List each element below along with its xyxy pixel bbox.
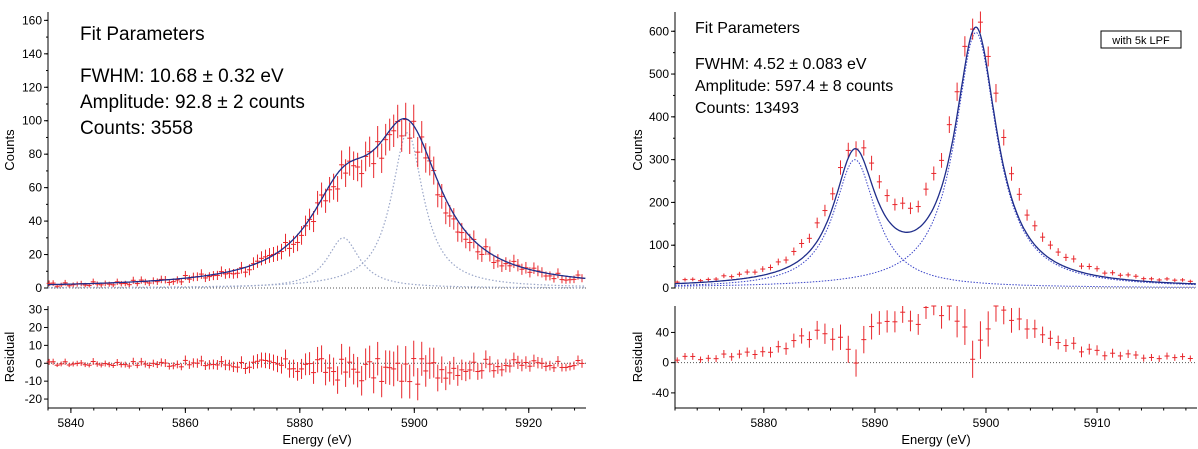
fit-parameter-line: Counts: 13493 — [695, 100, 799, 117]
y-axis-label-top: Counts — [630, 129, 645, 171]
y-axis-label-bottom: Residual — [2, 332, 17, 383]
y-tick-label-top: 100 — [22, 114, 42, 128]
component-curve-1 — [674, 159, 1196, 288]
x-tick-label: 5900 — [973, 416, 1000, 430]
x-tick-label: 5860 — [172, 416, 199, 430]
fit-parameters-title: Fit Parameters — [695, 20, 800, 37]
y-tick-label-top: 0 — [662, 281, 669, 295]
y-tick-label-top: 40 — [29, 214, 43, 228]
y-tick-label-top: 200 — [649, 195, 669, 209]
y-tick-label-top: 400 — [649, 110, 669, 124]
y-tick-label-top: 160 — [22, 13, 42, 27]
y-tick-label-bottom: 0 — [662, 356, 669, 370]
component-curve-1 — [48, 237, 586, 289]
x-tick-label: 5920 — [515, 416, 542, 430]
x-tick-label: 5840 — [58, 416, 85, 430]
y-tick-label-top: 120 — [22, 80, 42, 94]
y-axis-label-top: Counts — [2, 129, 17, 171]
x-tick-label: 5900 — [401, 416, 428, 430]
x-tick-label: 5910 — [1084, 416, 1111, 430]
component-curve-2 — [48, 132, 586, 289]
y-tick-label-bottom: -10 — [25, 374, 43, 388]
y-tick-label-top: 300 — [649, 153, 669, 167]
annotation-frame — [1100, 30, 1182, 49]
fit-curve — [48, 118, 586, 286]
y-tick-label-top: 140 — [22, 47, 42, 61]
y-tick-label-bottom: 10 — [29, 338, 43, 352]
y-tick-label-bottom: -40 — [652, 386, 670, 400]
y-tick-label-top: 20 — [29, 248, 43, 262]
annotation-box: with 5k LPF — [1100, 30, 1182, 49]
y-tick-label-top: 100 — [649, 238, 669, 252]
fit-parameter-line: Amplitude: 597.4 ± 8 counts — [695, 78, 893, 95]
x-axis-label: Energy (eV) — [901, 432, 970, 447]
x-tick-label: 5890 — [862, 416, 889, 430]
x-tick-label: 5880 — [286, 416, 313, 430]
component-curve-2 — [675, 31, 1196, 287]
fit-parameter-line: Amplitude: 92.8 ± 2 counts — [80, 92, 305, 113]
y-tick-label-top: 60 — [29, 181, 43, 195]
y-axis-label-bottom: Residual — [630, 332, 645, 383]
x-tick-label: 5880 — [750, 416, 777, 430]
y-tick-label-bottom: -20 — [25, 392, 43, 406]
y-tick-label-bottom: 20 — [29, 320, 43, 334]
annotation-label: with 5k LPF — [1111, 35, 1170, 47]
y-tick-label-bottom: 30 — [29, 303, 43, 317]
fit-curve — [675, 26, 1196, 285]
x-axis-label: Energy (eV) — [282, 432, 351, 447]
y-tick-label-top: 80 — [29, 147, 43, 161]
y-tick-label-bottom: 0 — [35, 356, 42, 370]
y-tick-label-top: 0 — [35, 281, 42, 295]
left-chart: 0 20 40 60 80 100 120 140 160 -20 -10 0 10 20 30 5840 58… — [2, 12, 586, 447]
fit-parameter-line: FWHM: 10.68 ± 0.32 eV — [80, 66, 284, 87]
y-tick-label-top: 600 — [649, 24, 669, 38]
fit-parameter-line: FWHM: 4.52 ± 0.083 eV — [695, 56, 867, 73]
fit-parameter-line: Counts: 3558 — [80, 118, 193, 139]
y-tick-label-top: 500 — [649, 67, 669, 81]
right-chart: 0 100 200 300 400 500 600 -40 0 40 5880 5890 5900 591… — [630, 11, 1197, 447]
fit-parameters-title: Fit Parameters — [80, 24, 205, 45]
y-tick-label-bottom: 40 — [656, 325, 670, 339]
